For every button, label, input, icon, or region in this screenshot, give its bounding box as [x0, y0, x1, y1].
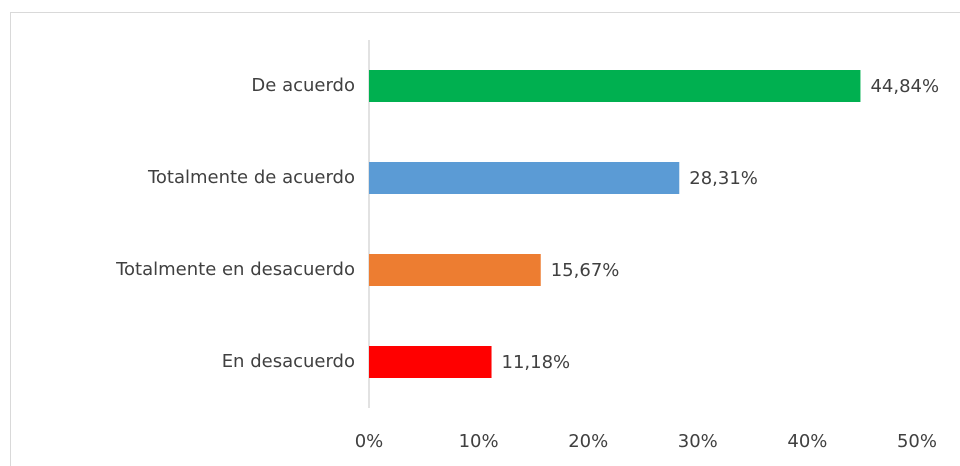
- chart-frame: [10, 12, 960, 466]
- data-label: 44,84%: [870, 76, 939, 97]
- x-tick-label: 50%: [897, 431, 937, 452]
- x-tick-label: 20%: [568, 431, 608, 452]
- bar: [369, 162, 680, 194]
- y-tick-label: Totalmente en desacuerdo: [115, 259, 355, 280]
- bar: [369, 70, 861, 102]
- y-tick-label: En desacuerdo: [222, 351, 355, 372]
- bar: [369, 346, 492, 378]
- x-tick-label: 10%: [459, 431, 499, 452]
- x-tick-label: 40%: [787, 431, 827, 452]
- data-label: 28,31%: [689, 168, 758, 189]
- data-label: 15,67%: [551, 260, 620, 281]
- y-tick-label: De acuerdo: [251, 75, 355, 96]
- bar: [369, 254, 541, 286]
- data-label: 11,18%: [502, 352, 571, 373]
- x-tick-label: 0%: [355, 431, 384, 452]
- y-tick-label: Totalmente de acuerdo: [147, 167, 355, 188]
- x-tick-label: 30%: [678, 431, 718, 452]
